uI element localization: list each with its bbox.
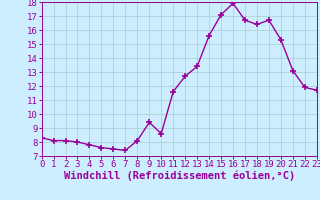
X-axis label: Windchill (Refroidissement éolien,°C): Windchill (Refroidissement éolien,°C)	[64, 171, 295, 181]
